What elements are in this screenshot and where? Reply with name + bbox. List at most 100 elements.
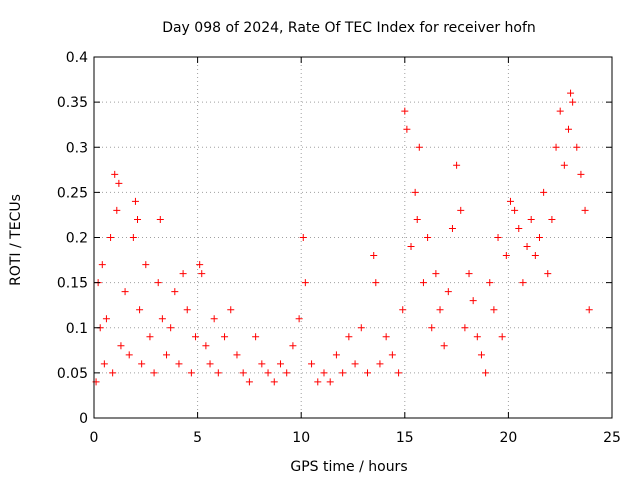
- data-point: [156, 215, 164, 223]
- data-point: [432, 270, 440, 278]
- data-point: [171, 288, 179, 296]
- data-point: [196, 261, 204, 269]
- data-point: [295, 315, 303, 323]
- data-point: [465, 270, 473, 278]
- data-points: [92, 89, 593, 386]
- y-tick-label: 0.15: [57, 276, 88, 292]
- x-tick-label: 20: [499, 430, 517, 446]
- data-point: [440, 342, 448, 350]
- y-tick-label: 0.4: [66, 50, 88, 66]
- x-axis: 0 5 10 15 20 25: [90, 57, 621, 446]
- data-point: [477, 351, 485, 359]
- data-point: [403, 125, 411, 133]
- data-point: [175, 360, 183, 368]
- data-point: [515, 224, 523, 232]
- data-point: [142, 261, 150, 269]
- data-point: [411, 188, 419, 196]
- data-point: [299, 234, 307, 241]
- data-point: [482, 369, 490, 377]
- data-point: [276, 360, 284, 368]
- y-tick-label: 0.2: [66, 231, 88, 247]
- data-point: [388, 351, 396, 359]
- data-point: [372, 279, 380, 287]
- data-point: [535, 234, 543, 241]
- data-point: [146, 333, 154, 341]
- data-point: [109, 369, 117, 377]
- data-point: [136, 306, 144, 314]
- data-point: [125, 351, 133, 359]
- data-point: [183, 306, 191, 314]
- data-point: [560, 161, 568, 169]
- data-point: [326, 378, 334, 386]
- data-point: [107, 234, 115, 241]
- data-point: [245, 378, 253, 386]
- y-tick-label: 0.1: [66, 321, 88, 337]
- data-point: [163, 351, 171, 359]
- data-point: [345, 333, 353, 341]
- data-point: [490, 306, 498, 314]
- data-point: [198, 270, 206, 278]
- data-point: [540, 188, 548, 196]
- data-point: [424, 234, 432, 241]
- y-tick-label: 0.05: [57, 366, 88, 382]
- data-point: [581, 206, 589, 214]
- data-point: [289, 342, 297, 350]
- data-point: [502, 252, 510, 260]
- data-point: [498, 333, 506, 341]
- data-point: [314, 378, 322, 386]
- data-point: [233, 351, 241, 359]
- data-point: [121, 288, 129, 296]
- data-point: [320, 369, 328, 377]
- data-point: [473, 333, 481, 341]
- data-point: [134, 215, 142, 223]
- data-point: [270, 378, 278, 386]
- data-point: [436, 306, 444, 314]
- data-point: [415, 143, 423, 151]
- data-point: [448, 224, 456, 232]
- data-point: [227, 306, 235, 314]
- data-point: [339, 369, 347, 377]
- data-point: [117, 342, 125, 350]
- data-point: [544, 270, 552, 278]
- data-point: [221, 333, 229, 341]
- data-point: [113, 206, 121, 214]
- x-tick-label: 25: [603, 430, 621, 446]
- data-point: [364, 369, 372, 377]
- data-point: [308, 360, 316, 368]
- data-point: [351, 360, 359, 368]
- data-point: [486, 279, 494, 287]
- data-point: [210, 315, 218, 323]
- data-point: [401, 107, 409, 115]
- data-point: [382, 333, 390, 341]
- data-point: [357, 324, 365, 332]
- y-tick-label: 0.35: [57, 95, 88, 111]
- y-tick-label: 0.25: [57, 185, 88, 201]
- data-point: [564, 125, 572, 133]
- data-point: [457, 206, 465, 214]
- data-point: [376, 360, 384, 368]
- data-point: [301, 279, 309, 287]
- data-point: [523, 243, 531, 251]
- data-point: [150, 369, 158, 377]
- grid-lines: [94, 57, 612, 418]
- data-point: [192, 333, 200, 341]
- x-tick-label: 5: [193, 430, 202, 446]
- x-axis-title: GPS time / hours: [290, 459, 407, 475]
- data-point: [573, 143, 581, 151]
- x-tick-label: 15: [396, 430, 414, 446]
- data-point: [258, 360, 266, 368]
- data-point: [413, 215, 421, 223]
- data-point: [98, 261, 106, 269]
- data-point: [100, 360, 108, 368]
- data-point: [469, 297, 477, 305]
- y-axis-title: ROTI / TECUs: [8, 194, 24, 286]
- data-point: [129, 234, 137, 241]
- y-axis: 0 0.05 0.1 0.15 0.2 0.25 0.3 0.35 0.4: [57, 50, 612, 427]
- data-point: [461, 324, 469, 332]
- data-point: [577, 170, 585, 178]
- data-point: [519, 279, 527, 287]
- data-point: [527, 215, 535, 223]
- data-point: [569, 98, 577, 106]
- data-point: [187, 369, 195, 377]
